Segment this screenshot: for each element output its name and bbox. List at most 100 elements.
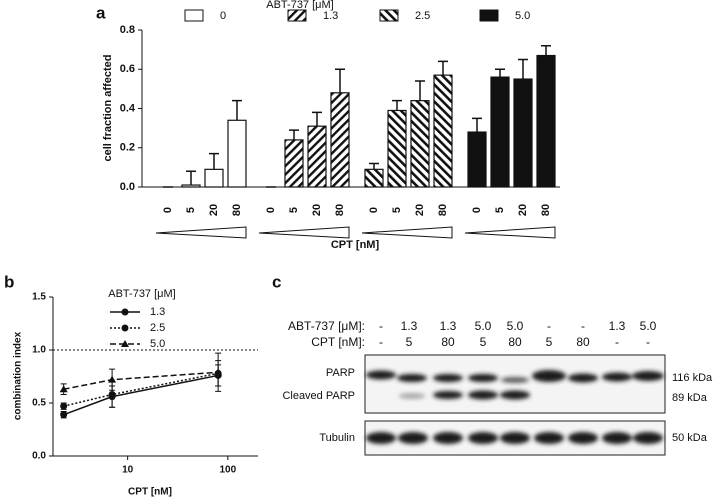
lane-value: 5.0 (475, 319, 492, 333)
bar (204, 168, 224, 188)
x-tick-label: 80 (540, 204, 552, 216)
error-bar (335, 68, 345, 93)
legend-swatch (479, 9, 499, 22)
y-tick-label: 0.6 (120, 63, 135, 75)
x-tick-label: 5 (185, 207, 197, 213)
x-tick-label: 100 (219, 465, 236, 476)
legend-label: 0 (220, 10, 226, 22)
lane-value: - (615, 335, 619, 349)
bar (364, 168, 384, 188)
y-tick-label: 1.5 (32, 292, 46, 303)
marker (121, 340, 129, 347)
concentration-wedge (155, 226, 247, 239)
bar (410, 100, 430, 188)
marker (214, 368, 223, 376)
error-bar (209, 152, 219, 170)
marker (60, 411, 68, 419)
error-bar (518, 58, 528, 80)
error-bar (415, 80, 425, 101)
y-axis-label: combination index (13, 331, 24, 420)
concentration-wedge (258, 226, 350, 239)
legend-swatch (184, 9, 204, 22)
legend-swatch (287, 9, 307, 22)
row-label: CPT [nM]: (311, 335, 365, 349)
x-tick-label: 20 (414, 204, 426, 216)
lane-value: 5 (480, 335, 487, 349)
x-tick-label: 20 (208, 204, 220, 216)
marker-label: 89 kDa (672, 392, 708, 404)
y-tick-label: 0.0 (32, 451, 46, 462)
legend-label: 1.3 (150, 306, 165, 318)
bar (433, 74, 453, 188)
marker-label: 116 kDa (672, 372, 713, 384)
lane-value: 5 (546, 335, 553, 349)
marker (121, 308, 129, 316)
legend-swatch (379, 9, 399, 22)
legend-title: ABT-737 [μM] (266, 0, 333, 11)
lane-value: 5.0 (507, 319, 524, 333)
panel-label: b (4, 272, 14, 291)
legend-label: 5.0 (150, 338, 165, 350)
marker (60, 402, 68, 410)
error-bar (312, 111, 322, 127)
bar (181, 184, 201, 188)
x-tick-label: 0 (265, 207, 277, 213)
lane-value: - (379, 319, 383, 333)
y-axis-label: cell fraction affected (102, 55, 114, 162)
y-tick-label: 0.4 (120, 102, 136, 114)
bar (536, 54, 556, 188)
concentration-wedge (361, 226, 453, 239)
x-tick-label: 5 (391, 207, 403, 213)
x-tick-label: 10 (122, 465, 134, 476)
x-axis-label: CPT [nM] (331, 239, 380, 251)
x-tick-label: 0 (471, 207, 483, 213)
lane-value: 80 (576, 335, 590, 349)
error-bar (472, 117, 482, 133)
error-bar (369, 162, 379, 170)
lane-value: 5.0 (640, 319, 657, 333)
bar (387, 109, 407, 188)
x-tick-label: 0 (162, 207, 174, 213)
concentration-wedge (464, 226, 556, 239)
error-bar (232, 99, 242, 121)
band-label: Cleaved PARP (282, 390, 355, 402)
y-tick-label: 0.5 (32, 398, 46, 409)
panel-label: c (272, 272, 281, 291)
series-line (63, 374, 219, 416)
legend-label: 2.5 (150, 322, 165, 334)
marker (59, 385, 68, 393)
x-tick-label: 20 (311, 204, 323, 216)
error-bar (392, 99, 402, 111)
y-tick-label: 1.0 (32, 345, 46, 356)
x-tick-label: 80 (437, 204, 449, 216)
y-tick-label: 0.8 (120, 24, 135, 36)
lane-value: 5 (406, 335, 413, 349)
bar (467, 131, 487, 188)
x-axis-label: CPT [nM] (128, 487, 172, 498)
bar (490, 76, 510, 188)
band-label: Tubulin (319, 432, 355, 444)
marker (108, 375, 117, 383)
blot (364, 354, 666, 456)
legend-label: 5.0 (515, 10, 530, 22)
lane-value: - (547, 319, 551, 333)
lane-value: 80 (508, 335, 522, 349)
series-line (63, 372, 219, 407)
bar (330, 92, 350, 188)
row-label: ABT-737 [μM]: (288, 319, 365, 333)
lane-value: 1.3 (440, 319, 457, 333)
lane-value: - (379, 335, 383, 349)
bar (284, 139, 304, 188)
lane-value: 80 (441, 335, 455, 349)
legend-label: 1.3 (323, 10, 338, 22)
marker (121, 324, 129, 332)
y-tick-label: 0.2 (120, 142, 135, 154)
bar (307, 125, 327, 188)
x-tick-label: 80 (334, 204, 346, 216)
error-bar (541, 44, 551, 56)
x-tick-label: 5 (494, 207, 506, 213)
panel-label: a (96, 3, 106, 22)
error-bar (495, 68, 505, 78)
lane-value: 1.3 (401, 319, 418, 333)
lane-value: - (646, 335, 650, 349)
